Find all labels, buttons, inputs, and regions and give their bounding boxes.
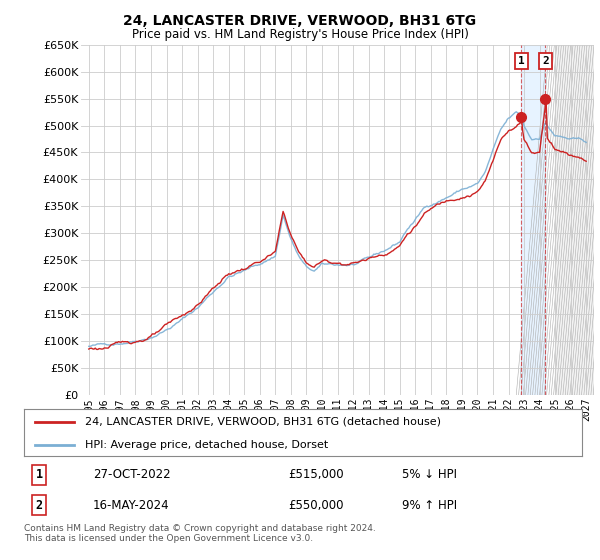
Text: Contains HM Land Registry data © Crown copyright and database right 2024.
This d: Contains HM Land Registry data © Crown c… xyxy=(24,524,376,543)
Text: 16-MAY-2024: 16-MAY-2024 xyxy=(93,499,170,512)
Text: HPI: Average price, detached house, Dorset: HPI: Average price, detached house, Dors… xyxy=(85,440,329,450)
Text: 24, LANCASTER DRIVE, VERWOOD, BH31 6TG (detached house): 24, LANCASTER DRIVE, VERWOOD, BH31 6TG (… xyxy=(85,417,442,427)
Text: 9% ↑ HPI: 9% ↑ HPI xyxy=(402,499,457,512)
Text: 24, LANCASTER DRIVE, VERWOOD, BH31 6TG: 24, LANCASTER DRIVE, VERWOOD, BH31 6TG xyxy=(124,14,476,28)
Text: 5% ↓ HPI: 5% ↓ HPI xyxy=(402,468,457,481)
Text: 2: 2 xyxy=(35,499,43,512)
Text: 1: 1 xyxy=(35,468,43,481)
Bar xyxy=(555,45,594,395)
Text: 2: 2 xyxy=(542,56,549,66)
Text: Price paid vs. HM Land Registry's House Price Index (HPI): Price paid vs. HM Land Registry's House … xyxy=(131,28,469,41)
Bar xyxy=(521,45,545,395)
Text: 1: 1 xyxy=(518,56,525,66)
Text: £550,000: £550,000 xyxy=(288,499,343,512)
Text: 27-OCT-2022: 27-OCT-2022 xyxy=(93,468,170,481)
Text: £515,000: £515,000 xyxy=(288,468,344,481)
